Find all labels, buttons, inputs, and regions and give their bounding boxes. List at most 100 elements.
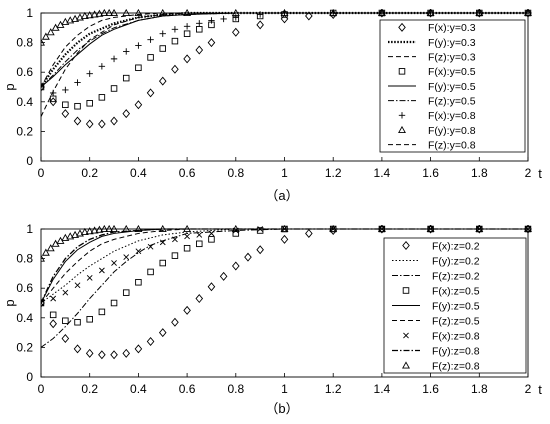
chart-subtitle: （a） <box>265 188 298 203</box>
series-marker-0 <box>98 119 106 129</box>
series-marker-7 <box>85 11 94 19</box>
series-marker-7 <box>46 28 55 36</box>
series-marker-3 <box>98 94 106 101</box>
series-marker-0 <box>171 317 179 327</box>
series-marker-6 <box>41 83 45 91</box>
series-marker-8 <box>71 230 80 238</box>
series-marker-3 <box>147 268 154 276</box>
series-marker-0 <box>219 271 228 281</box>
series-line-2 <box>41 228 528 348</box>
series-layer <box>41 9 532 129</box>
series-marker-8 <box>95 225 104 233</box>
legend-label: F(z):z=0.8 <box>432 360 480 372</box>
series-marker-6 <box>41 300 44 306</box>
series-marker-7 <box>134 9 143 17</box>
series-marker-0 <box>122 348 131 358</box>
legend-label: F(y):y=0.5 <box>428 81 476 93</box>
series-marker-8 <box>377 225 386 233</box>
series-marker-3 <box>183 30 191 37</box>
series-marker-8 <box>134 225 143 233</box>
series-marker-0 <box>158 76 167 86</box>
legend-marker <box>403 332 409 339</box>
series-marker-7 <box>110 9 119 17</box>
series-marker-6 <box>208 17 215 24</box>
y-tick-label: 0.6 <box>16 65 33 79</box>
series-marker-7 <box>524 9 532 17</box>
x-tick-label: 2 <box>525 382 532 396</box>
series-marker-3 <box>196 26 203 33</box>
series-marker-6 <box>49 89 57 97</box>
series-marker-6 <box>171 26 179 33</box>
series-marker-6 <box>50 295 57 302</box>
series-marker-0 <box>134 100 143 110</box>
series-marker-7 <box>41 32 50 40</box>
series-marker-0 <box>134 344 143 354</box>
x-tick-label: 0.2 <box>81 382 98 396</box>
legend-label: F(x):z=0.2 <box>432 240 480 252</box>
y-tick-label: 0.4 <box>16 311 33 325</box>
series-marker-8 <box>280 225 289 233</box>
series-marker-3 <box>110 85 118 92</box>
series-marker-0 <box>61 334 70 344</box>
series-marker-0 <box>475 9 484 18</box>
series-marker-3 <box>86 316 93 323</box>
series-marker-0 <box>61 109 70 119</box>
legend-label: F(z):y=0.5 <box>428 95 476 107</box>
series-marker-3 <box>86 100 93 107</box>
legend-label: F(z):z=0.5 <box>432 315 480 327</box>
series-line-8 <box>41 12 528 88</box>
series-marker-3 <box>98 308 106 316</box>
x-tick-label: 0.8 <box>227 382 244 396</box>
series-marker-3 <box>74 102 81 110</box>
series-marker-8 <box>426 225 435 233</box>
series-marker-0 <box>146 336 155 346</box>
series-marker-7 <box>122 9 131 17</box>
series-marker-8 <box>90 226 99 234</box>
series-marker-0 <box>256 20 264 30</box>
legend-label: F(y):y=0.3 <box>428 37 476 49</box>
series-marker-8 <box>85 227 94 235</box>
chart-panel-1: 0 0.2 0.4 0.6 0.8 1 1.2 1.4 1.6 1.8 2 0 0.2 0.4 0.6 0.8… <box>2 222 542 416</box>
series-marker-3 <box>135 279 142 286</box>
series-marker-6 <box>196 232 203 238</box>
series-marker-7 <box>61 17 70 25</box>
series-marker-6 <box>256 11 264 18</box>
series-marker-3 <box>122 289 130 296</box>
series-marker-3 <box>171 37 179 45</box>
series-marker-0 <box>49 319 57 329</box>
series-marker-6 <box>147 36 154 43</box>
x-tick-label: 1 <box>281 382 288 396</box>
series-marker-0 <box>49 97 57 107</box>
series-marker-8 <box>80 227 89 235</box>
x-tick-label: 1.8 <box>471 382 488 396</box>
legend-marker <box>398 112 406 119</box>
series-marker-3 <box>62 101 69 109</box>
x-tick-label: 1.4 <box>374 382 391 396</box>
series-marker-0 <box>110 350 118 360</box>
series-marker-0 <box>110 116 118 126</box>
series-marker-0 <box>256 245 264 255</box>
series-marker-6 <box>135 42 142 49</box>
series-marker-6 <box>86 274 93 281</box>
y-axis-label: p <box>2 83 17 90</box>
x-tick-label: 0.2 <box>81 166 98 180</box>
series-marker-6 <box>183 23 191 30</box>
series-marker-3 <box>135 64 142 72</box>
series-marker-3 <box>159 259 166 267</box>
series-marker-6 <box>74 282 81 289</box>
series-marker-8 <box>61 233 70 241</box>
series-marker-6 <box>98 267 105 274</box>
chart-subtitle: （b） <box>265 401 298 416</box>
x-tick-label: 0.4 <box>130 382 147 396</box>
y-axis-label: p <box>2 299 17 306</box>
series-marker-0 <box>122 109 131 119</box>
series-line-1 <box>41 228 528 304</box>
x-axis-label: t <box>538 382 542 397</box>
series-marker-0 <box>183 54 191 64</box>
series-marker-8 <box>75 229 84 237</box>
series-marker-0 <box>232 261 240 271</box>
series-marker-0 <box>85 348 94 358</box>
series-marker-6 <box>427 226 434 232</box>
series-marker-0 <box>207 38 216 48</box>
